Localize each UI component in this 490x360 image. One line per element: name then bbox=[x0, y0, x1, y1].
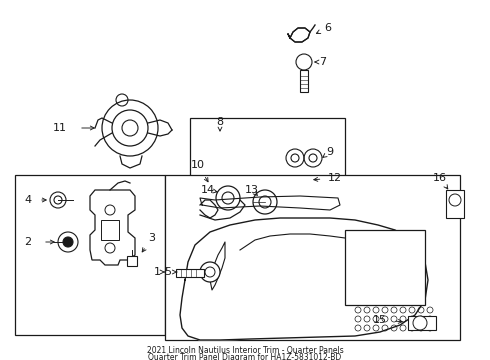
Bar bbox=[408, 316, 436, 330]
Bar bbox=[446, 190, 464, 218]
Polygon shape bbox=[288, 28, 310, 42]
Text: 16: 16 bbox=[433, 173, 447, 183]
Text: 2021 Lincoln Nautilus Interior Trim - Quarter Panels: 2021 Lincoln Nautilus Interior Trim - Qu… bbox=[147, 346, 343, 355]
Text: 10: 10 bbox=[191, 160, 205, 170]
Text: 2: 2 bbox=[24, 237, 31, 247]
Text: 6: 6 bbox=[324, 23, 332, 33]
Text: 9: 9 bbox=[326, 147, 334, 157]
Text: 1: 1 bbox=[153, 267, 161, 277]
Text: 3: 3 bbox=[148, 233, 155, 243]
Text: 15: 15 bbox=[373, 315, 387, 325]
Text: 8: 8 bbox=[217, 117, 223, 127]
Text: 13: 13 bbox=[245, 185, 259, 195]
Circle shape bbox=[200, 262, 220, 282]
Polygon shape bbox=[180, 218, 428, 340]
Bar bbox=[176, 269, 204, 277]
Text: 11: 11 bbox=[53, 123, 67, 133]
Polygon shape bbox=[90, 190, 135, 265]
Circle shape bbox=[413, 316, 427, 330]
Circle shape bbox=[296, 54, 312, 70]
Bar bbox=[15, 175, 165, 335]
Text: 5: 5 bbox=[165, 267, 172, 277]
Text: Quarter Trim Panel Diagram for HA1Z-5831012-BD: Quarter Trim Panel Diagram for HA1Z-5831… bbox=[148, 352, 342, 360]
Text: 7: 7 bbox=[319, 57, 326, 67]
Text: 14: 14 bbox=[201, 185, 215, 195]
Polygon shape bbox=[200, 196, 340, 210]
Bar bbox=[345, 230, 425, 305]
Circle shape bbox=[449, 194, 461, 206]
Text: 4: 4 bbox=[24, 195, 31, 205]
Bar bbox=[101, 220, 119, 240]
Bar bbox=[127, 256, 137, 266]
Bar bbox=[300, 70, 308, 92]
Circle shape bbox=[63, 237, 73, 247]
Bar bbox=[165, 175, 460, 340]
Text: 12: 12 bbox=[328, 173, 342, 183]
Bar bbox=[190, 118, 345, 226]
